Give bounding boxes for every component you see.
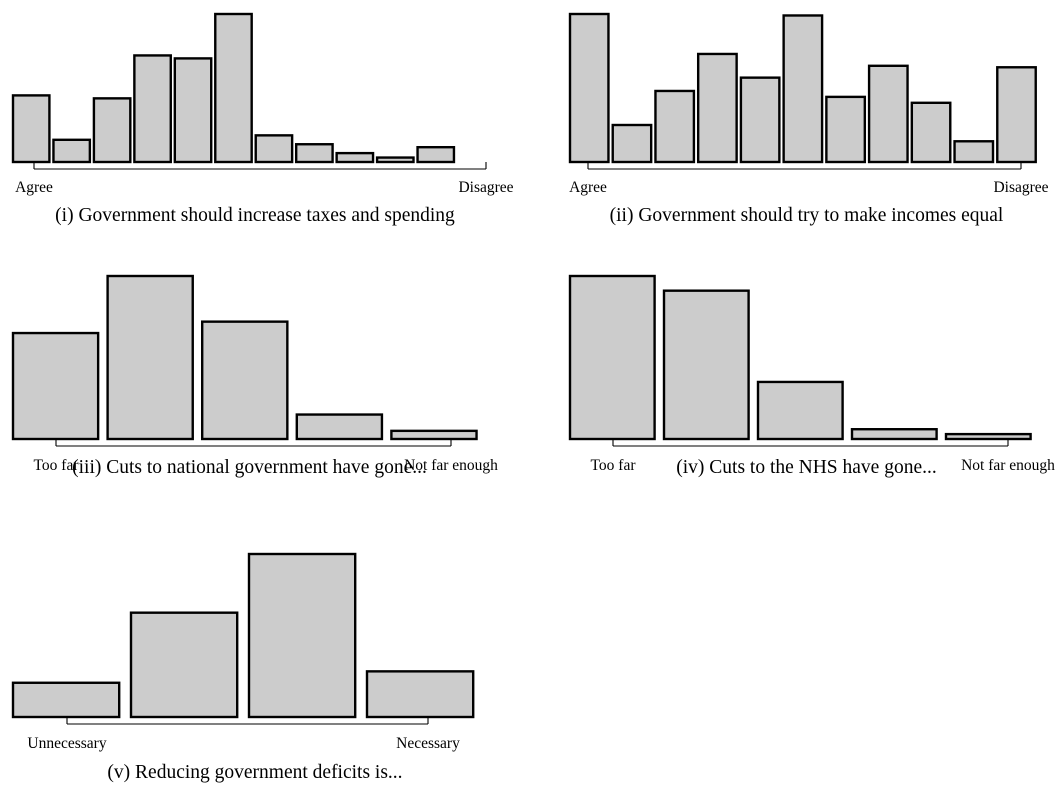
bar-deficits-4 [365, 670, 475, 719]
bar-deficits-3 [247, 552, 357, 719]
x-axis-label-right: Not far enough [404, 457, 498, 474]
x-axis-label-left: Agree [569, 179, 607, 196]
chart-svg-national-cuts: Too far Not far enough [11, 274, 498, 474]
x-axis-label-left: Too far [34, 457, 80, 474]
bar-incomes-equal-3 [654, 89, 696, 164]
chart-title-nhs-cuts: (iv) Cuts to the NHS have gone... [676, 457, 937, 478]
bar-national-cuts-5 [390, 429, 478, 441]
bar-incomes-equal-8 [867, 64, 909, 164]
chart-title-deficits: (v) Reducing government deficits is... [107, 762, 403, 783]
chart-title-taxes-spending: (i) Government should increase taxes and… [55, 205, 455, 226]
chart-svg-taxes-spending: Agree Disagree [11, 12, 514, 196]
bar-incomes-equal-7 [825, 95, 867, 164]
bar-taxes-spending-5 [173, 57, 213, 164]
chart-panel-incomes-equal: Agree Disagree (ii) Government should try… [568, 12, 1055, 234]
bar-taxes-spending-2 [52, 138, 92, 164]
bar-nhs-cuts-4 [850, 428, 938, 441]
bar-taxes-spending-7 [254, 134, 294, 164]
bar-national-cuts-1 [11, 331, 100, 441]
bar-nhs-cuts-1 [568, 274, 656, 441]
chart-title-national-cuts: (iii) Cuts to national government have g… [72, 457, 427, 478]
bar-taxes-spending-9 [335, 151, 375, 164]
bar-national-cuts-2 [106, 274, 194, 441]
chart-svg-nhs-cuts: Too far Not far enough [568, 274, 1055, 474]
bar-national-cuts-4 [295, 413, 384, 441]
chart-title-incomes-equal: (ii) Government should try to make incom… [609, 205, 1004, 226]
bar-incomes-equal-6 [782, 14, 824, 164]
bar-incomes-equal-9 [910, 101, 952, 164]
bar-national-cuts-3 [200, 320, 289, 441]
x-axis-label-right: Disagree [993, 179, 1048, 196]
chart-panel-taxes-spending: Agree Disagree (i) Government should incr… [11, 12, 514, 234]
bar-incomes-equal-5 [739, 76, 781, 164]
bar-nhs-cuts-2 [662, 289, 750, 441]
bar-deficits-2 [129, 611, 239, 719]
chart-svg-incomes-equal: Agree Disagree [568, 12, 1049, 196]
bar-deficits-1 [11, 681, 121, 719]
bar-incomes-equal-2 [611, 123, 653, 164]
bar-taxes-spending-1 [11, 94, 51, 164]
chart-panel-deficits: Unnecessary Necessary (v) Reducing govern… [11, 552, 498, 786]
x-axis-label-left: Agree [15, 179, 53, 196]
bar-taxes-spending-6 [214, 12, 253, 164]
bar-nhs-cuts-3 [756, 380, 844, 441]
x-axis-label-right: Not far enough [961, 457, 1055, 474]
bar-taxes-spending-8 [294, 143, 334, 164]
x-axis-label-right: Disagree [458, 179, 513, 196]
chart-svg-deficits: Unnecessary Necessary [11, 552, 475, 752]
bar-taxes-spending-4 [133, 54, 172, 164]
chart-panel-national-cuts: Too far Not far enough (iii) Cuts to nati… [11, 274, 498, 491]
x-axis-label-left: Unnecessary [27, 735, 106, 752]
bar-taxes-spending-11 [416, 145, 456, 164]
x-axis-label-left: Too far [591, 457, 637, 474]
bar-taxes-spending-3 [92, 97, 132, 164]
bar-taxes-spending-10 [375, 156, 415, 164]
x-axis-label-right: Necessary [396, 735, 460, 752]
bar-incomes-equal-10 [953, 140, 995, 164]
bar-incomes-equal-1 [568, 12, 610, 164]
bar-incomes-equal-11 [996, 66, 1037, 164]
bar-nhs-cuts-5 [944, 432, 1032, 441]
bar-incomes-equal-4 [696, 52, 738, 164]
chart-panel-nhs-cuts: Too far Not far enough (iv) Cuts to the N… [568, 274, 1055, 491]
